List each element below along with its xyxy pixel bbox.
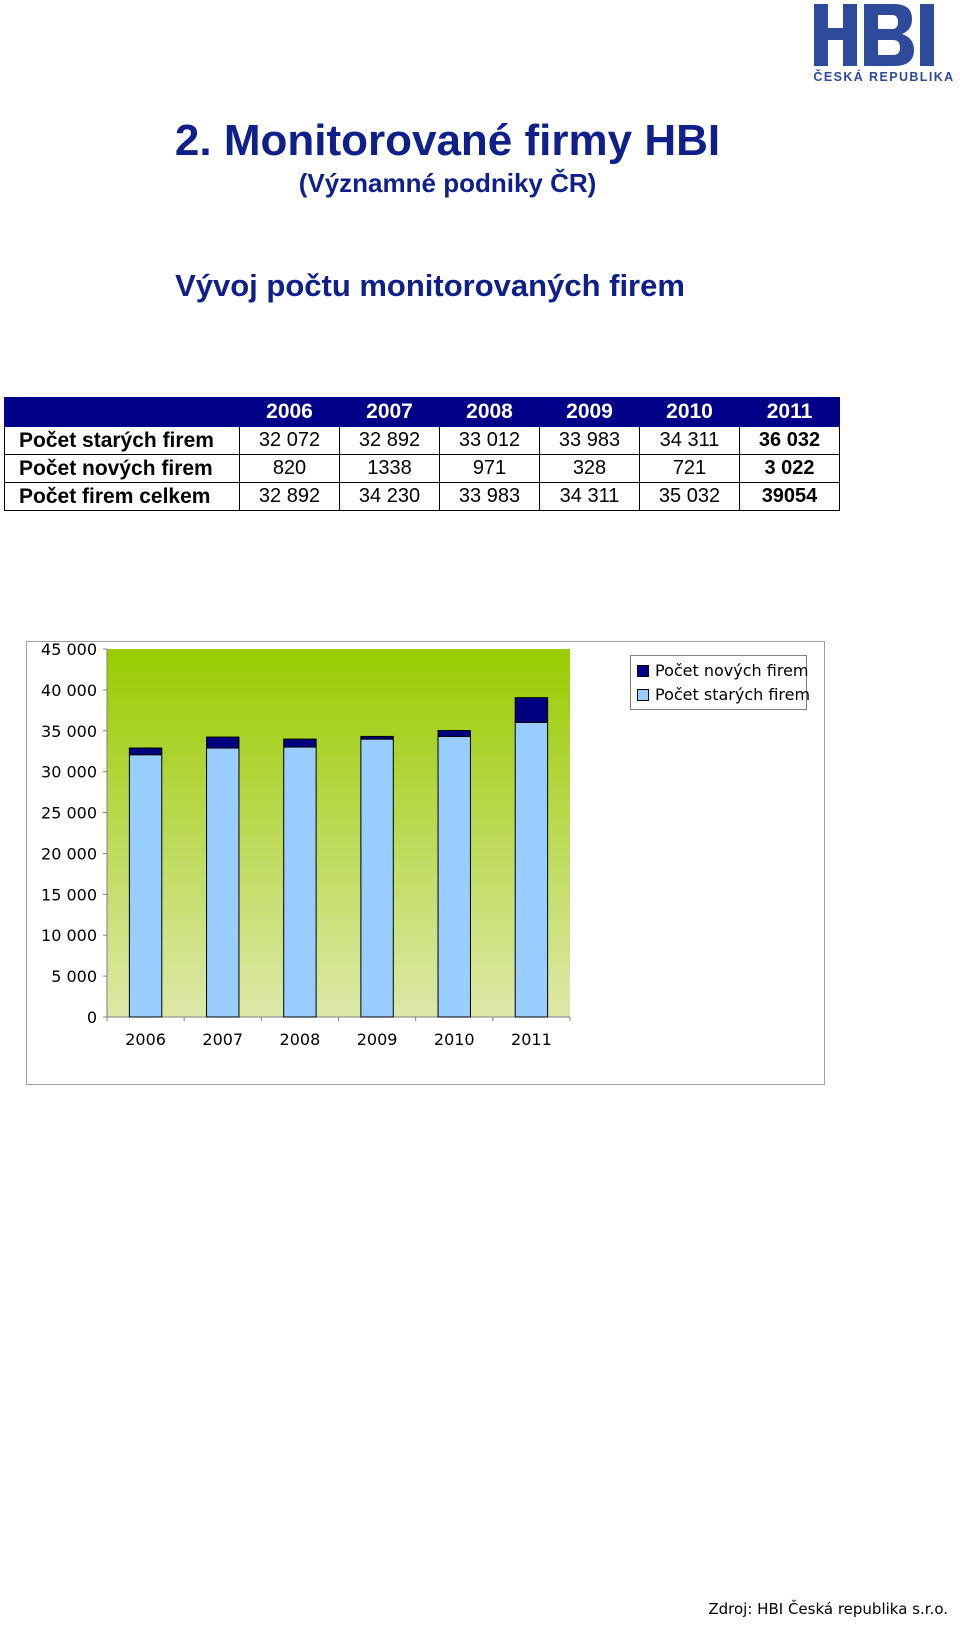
column-header: 2010 [639, 397, 740, 427]
legend-label-old: Počet starých firem [655, 685, 811, 704]
x-tick-label: 2011 [511, 1030, 552, 1049]
table-header-row: 2006 2007 2008 2009 2010 2011 [4, 397, 840, 427]
table-cell: 34 230 [339, 482, 440, 511]
y-tick-label: 5 000 [51, 967, 97, 986]
page-title: 2. Monitorované firmy HBI [174, 116, 721, 165]
bar-nove-firmy [360, 735, 394, 740]
x-tick-label: 2006 [125, 1030, 166, 1049]
bar-stare-firmy [128, 754, 163, 1018]
y-tick-label: 0 [87, 1008, 97, 1027]
data-table: 2006 2007 2008 2009 2010 2011 Počet star… [4, 397, 840, 511]
row-label: Počet nových firem [4, 454, 240, 483]
legend-swatch-new [637, 664, 649, 677]
table-cell: 971 [439, 454, 540, 483]
table-cell: 3 022 [739, 454, 840, 483]
table-cell: 39054 [739, 482, 840, 511]
chart-legend: Počet nových firem Počet starých firem [630, 655, 810, 710]
chart-area: 0 5 000 10 000 15 000 20 000 25 000 30 000 35 0… [26, 641, 825, 1085]
bar-stare-firmy [360, 738, 394, 1018]
x-tick-label: 2008 [280, 1030, 321, 1049]
table-cell: 33 012 [439, 426, 540, 455]
table-cell: 34 311 [539, 482, 640, 511]
bar-nove-firmy [206, 736, 240, 749]
row-label: Počet starých firem [4, 426, 240, 455]
hbi-logo: ČESKÁ REPUBLIKA [813, 4, 954, 84]
x-tick-label: 2010 [434, 1030, 475, 1049]
table-cell: 820 [239, 454, 340, 483]
page-subtitle: (Významné podniky ČR) [298, 168, 597, 198]
table-cell: 36 032 [739, 426, 840, 455]
legend-swatch-old [637, 688, 649, 701]
table-cell: 32 072 [239, 426, 340, 455]
x-tick-label: 2009 [357, 1030, 398, 1049]
bar-stare-firmy [283, 746, 317, 1018]
bar-nove-firmy [128, 747, 163, 756]
y-tick-label: 25 000 [41, 804, 97, 823]
x-tick-label: 2007 [202, 1030, 243, 1049]
y-tick-label: 45 000 [41, 642, 97, 659]
legend-label-new: Počet nových firem [655, 661, 809, 680]
column-header: 2008 [439, 397, 540, 427]
y-tick-label: 10 000 [41, 926, 97, 945]
y-tick-label: 40 000 [41, 681, 97, 700]
table-row: Počet firem celkem 32 892 34 230 33 983 … [4, 482, 840, 511]
table-cell: 1338 [339, 454, 440, 483]
table-cell: 34 311 [639, 426, 740, 455]
y-tick-label: 35 000 [41, 722, 97, 741]
legend-item-new: Počet nových firem [637, 660, 809, 682]
table-cell: 32 892 [339, 426, 440, 455]
table-cell: 33 983 [539, 426, 640, 455]
logo-caption: ČESKÁ REPUBLIKA [813, 69, 954, 84]
column-header: 2009 [539, 397, 640, 427]
y-tick-label: 15 000 [41, 885, 97, 904]
column-header: 2006 [239, 397, 340, 427]
y-tick-label: 20 000 [41, 844, 97, 863]
y-tick-label: 30 000 [41, 763, 97, 782]
legend-item-old: Počet starých firem [637, 684, 810, 706]
table-cell: 32 892 [239, 482, 340, 511]
column-header: 2007 [339, 397, 440, 427]
table-row: Počet starých firem 32 072 32 892 33 012… [4, 426, 840, 455]
bar-stare-firmy [514, 721, 549, 1018]
row-label: Počet firem celkem [4, 482, 240, 511]
bar-stare-firmy [206, 747, 240, 1018]
table-cell: 328 [539, 454, 640, 483]
table-cell: 35 032 [639, 482, 740, 511]
bar-nove-firmy [514, 697, 549, 723]
plot-background [107, 649, 570, 1017]
stacked-bar-chart: 0 5 000 10 000 15 000 20 000 25 000 30 000 35 0… [41, 642, 571, 1049]
bar-nove-firmy [437, 730, 471, 737]
table-cell: 721 [639, 454, 740, 483]
bar-stare-firmy [437, 735, 471, 1018]
column-header: 2011 [739, 397, 840, 427]
section-heading: Vývoj počtu monitorovaných firem [175, 268, 685, 303]
bar-nove-firmy [283, 738, 317, 748]
table-corner [4, 397, 240, 427]
table-cell: 33 983 [439, 482, 540, 511]
table-row: Počet nových firem 820 1338 971 328 721 … [4, 454, 840, 483]
source-note: Zdroj: HBI Česká republika s.r.o. [708, 1600, 948, 1618]
